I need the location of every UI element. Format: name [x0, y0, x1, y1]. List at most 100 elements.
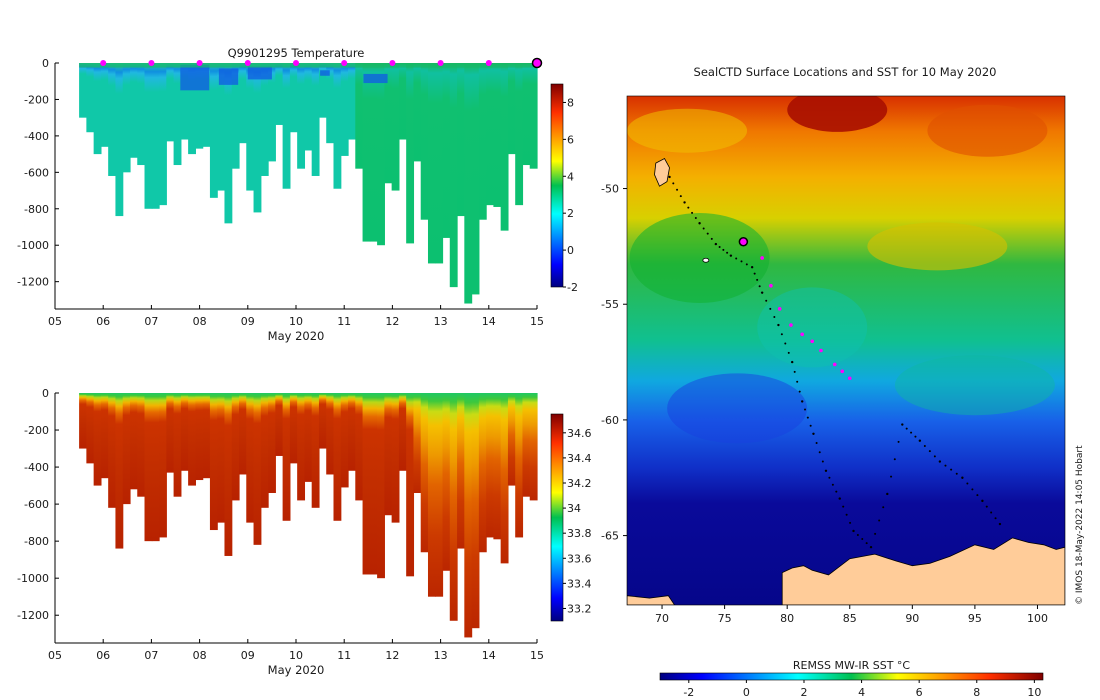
y-tick-label: 0	[42, 57, 49, 70]
x-tick-label: 05	[48, 315, 62, 328]
x-axis-label: May 2020	[268, 329, 325, 343]
track-point	[726, 251, 729, 254]
track-point	[787, 351, 790, 354]
sst-colorbar-tick-label: 0	[743, 686, 750, 699]
profile-column	[377, 393, 385, 579]
profile-column	[144, 63, 153, 209]
profile-column	[297, 63, 306, 169]
profile-column	[282, 63, 291, 189]
cold-intrusion	[218, 68, 239, 85]
track-point	[914, 435, 917, 438]
x-tick-label: 10	[289, 649, 303, 662]
x-tick-label: 11	[337, 649, 351, 662]
profile-column	[166, 393, 175, 473]
recent-track-point	[840, 369, 845, 374]
profile-column	[413, 63, 422, 162]
x-tick-label: 90	[905, 612, 919, 625]
track-point	[784, 342, 787, 345]
track-point	[687, 206, 690, 209]
track-point	[849, 521, 852, 524]
surface-marker	[341, 60, 348, 66]
track-point	[994, 517, 997, 520]
profile-column	[159, 393, 167, 538]
profile-column	[144, 393, 153, 542]
profile-column	[108, 63, 117, 176]
y-tick-label: -65	[601, 530, 619, 543]
x-tick-label: 13	[434, 649, 448, 662]
profile-column	[529, 63, 538, 169]
track-point	[765, 299, 768, 302]
profile-column	[275, 63, 284, 125]
track-point	[714, 242, 718, 246]
surface-layer	[79, 63, 537, 68]
antarctica-land	[781, 537, 1065, 605]
profile-column	[507, 63, 516, 155]
track-point	[691, 211, 694, 214]
surface-marker	[100, 60, 107, 66]
profile-column	[406, 63, 415, 244]
surface-marker	[293, 60, 299, 66]
profile-column	[180, 63, 189, 140]
profile-column	[486, 393, 494, 538]
cool-green-zone	[629, 212, 770, 303]
track-point	[722, 248, 725, 251]
x-tick-label: 12	[385, 315, 399, 328]
profile-column	[406, 393, 415, 577]
heard-island	[702, 257, 710, 263]
sst-colorbar-tick-label: 10	[1027, 686, 1041, 699]
profile-column	[100, 393, 109, 479]
profile-column	[79, 63, 87, 118]
profile-column	[449, 393, 458, 621]
profile-column	[260, 63, 269, 176]
track-point	[869, 545, 873, 549]
track-point	[842, 505, 845, 508]
colorbar-tick-label: 33.6	[567, 552, 592, 565]
profile-column	[340, 63, 349, 156]
profile-column	[195, 63, 204, 149]
track-point	[865, 542, 868, 545]
profile-column	[93, 393, 102, 486]
profile-column	[435, 393, 444, 597]
sst-colorbar	[659, 672, 1044, 681]
track-point	[809, 424, 812, 427]
y-tick-label: -800	[24, 203, 49, 216]
track-point	[801, 400, 804, 403]
x-tick-label: 12	[385, 649, 399, 662]
colorbar-tick-label: 34.4	[567, 452, 592, 465]
profile-column	[224, 393, 233, 556]
track-point	[856, 534, 859, 537]
cold-intrusion	[363, 73, 388, 84]
track-point	[793, 370, 796, 373]
track-point	[718, 245, 721, 248]
track-point	[890, 475, 893, 478]
profile-column	[108, 393, 117, 508]
track-point	[985, 505, 988, 508]
profile-column	[239, 63, 247, 144]
profile-column	[318, 63, 327, 118]
track-point	[998, 522, 1002, 526]
profile-column	[318, 393, 327, 449]
profile-column	[377, 63, 385, 246]
recent-track-point	[800, 332, 804, 337]
colorbar-tick-label: 2	[567, 207, 574, 220]
profile-column	[180, 393, 189, 471]
colorbar	[550, 83, 564, 288]
profile-column	[464, 63, 473, 304]
track-point	[753, 272, 756, 275]
profile-column	[384, 63, 393, 184]
track-point	[798, 390, 801, 393]
surface-marker	[389, 60, 396, 66]
track-point	[750, 266, 754, 269]
sst-colorbar-tick-label: 8	[973, 686, 980, 699]
cold-pool	[667, 373, 808, 444]
track-point	[976, 494, 979, 497]
profile-column	[202, 393, 211, 479]
x-tick-label: 06	[96, 649, 110, 662]
recent-track-point	[789, 323, 793, 327]
colorbar-tick-label: 34.2	[567, 477, 592, 490]
profile-column	[507, 393, 516, 486]
x-tick-label: 15	[530, 649, 544, 662]
profile-column	[260, 393, 269, 508]
profile-column	[515, 63, 524, 206]
